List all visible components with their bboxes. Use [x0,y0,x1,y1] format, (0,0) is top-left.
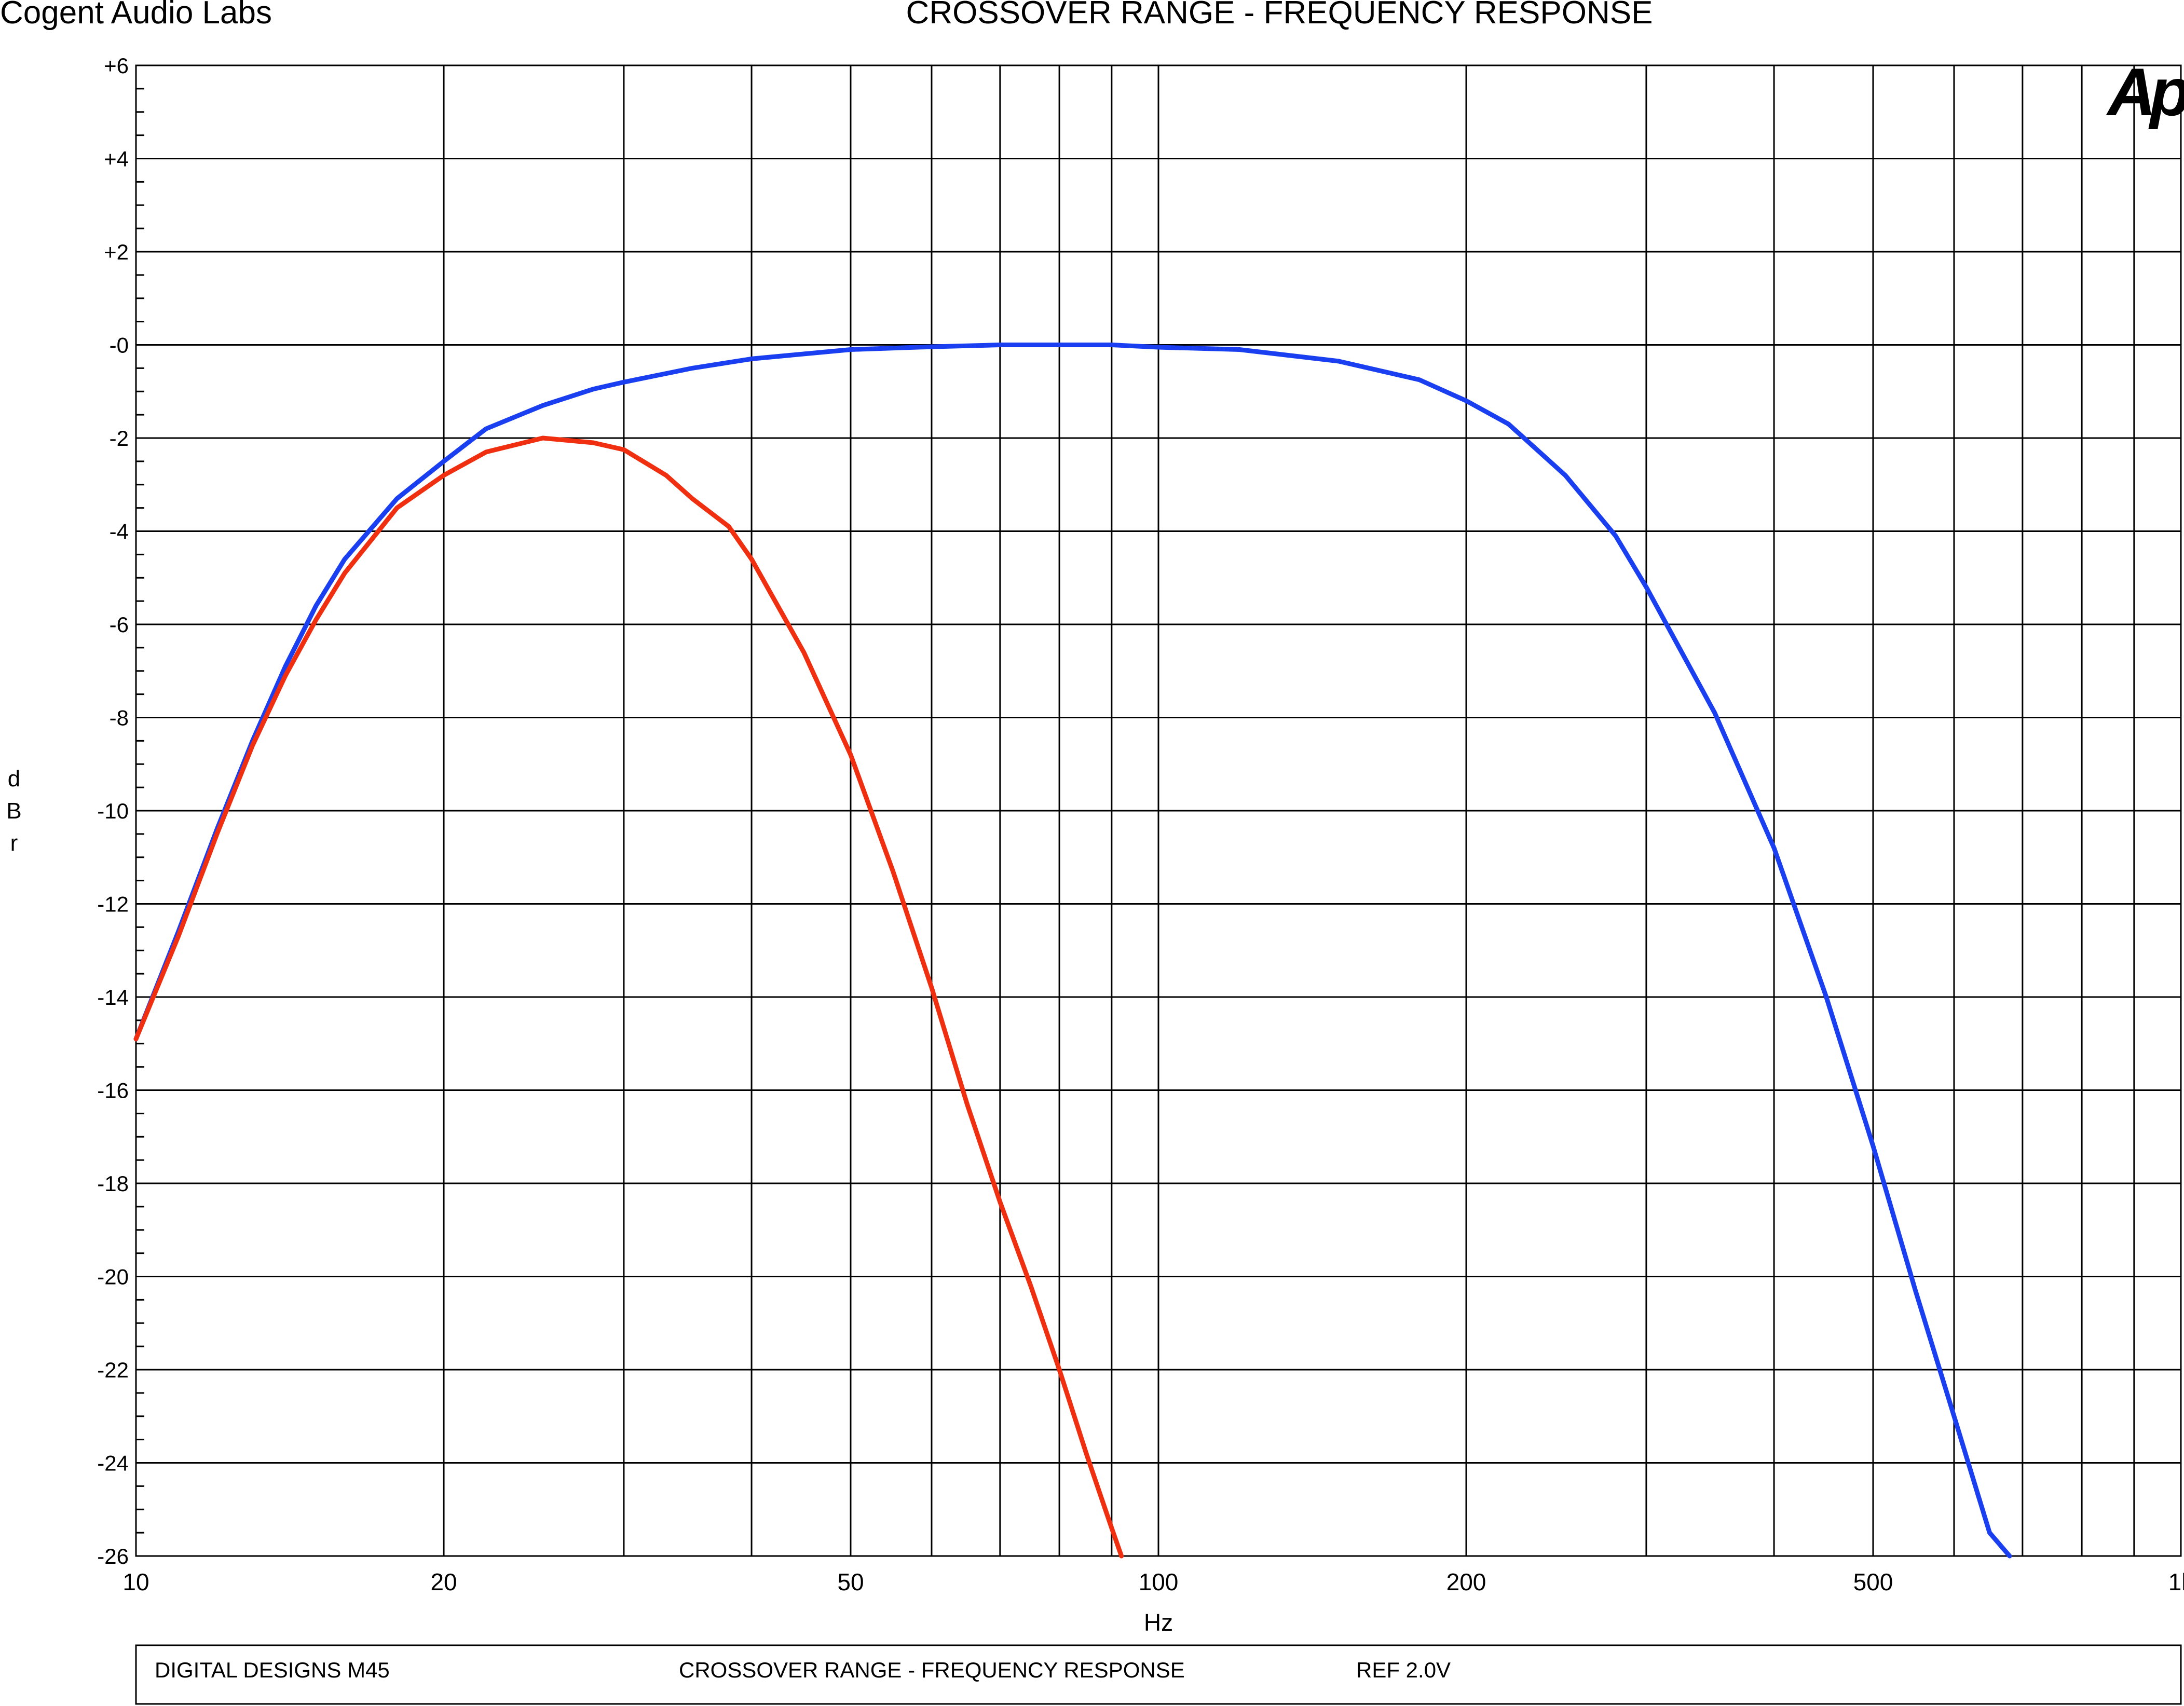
y-tick-label: +2 [104,240,129,264]
minor-ticks [136,64,144,1557]
x-tick-label: 500 [1853,1568,1893,1595]
series-layer [133,343,2012,1559]
footer-title: CROSSOVER RANGE - FREQUENCY RESPONSE [679,1658,1185,1682]
series-line-2 [133,435,1124,1559]
chart-title: CROSSOVER RANGE - FREQUENCY RESPONSE [906,0,1653,31]
x-tick-label: 100 [1139,1568,1179,1595]
x-tick-label: 200 [1446,1568,1486,1595]
ap-logo: Ap [2106,54,2184,130]
x-axis-label: Hz [1144,1609,1173,1636]
y-axis-label-r: r [10,830,18,856]
grid [136,65,2181,1556]
y-axis-label-d: d [8,766,20,791]
y-tick-labels: +6 +4 +2 -0 -2 -4 -6 -8 -10 -12 -14 -16 -18 -20 -22 -24… [97,53,129,1568]
y-tick-label: -0 [110,333,129,358]
y-tick-label: -8 [110,706,129,730]
y-tick-label: -22 [97,1358,129,1382]
y-tick-label: -2 [110,426,129,451]
footer-box [135,1644,2182,1705]
y-tick-label: -6 [110,612,129,637]
y-tick-label: -4 [110,520,129,544]
y-tick-label: -18 [97,1171,129,1196]
footer-ref: REF 2.0V [1356,1658,1451,1682]
x-tick-label: 10 [122,1568,149,1595]
y-tick-label: +4 [104,147,129,171]
y-tick-label: -14 [97,985,129,1009]
y-tick-label: -24 [97,1451,129,1476]
x-tick-label: 50 [837,1568,864,1595]
y-tick-label: -26 [97,1544,129,1568]
x-tick-label: 1k [2168,1568,2184,1595]
company-name: Cogent Audio Labs [0,0,272,31]
footer-device: DIGITAL DESIGNS M45 [155,1658,390,1682]
x-tick-label: 20 [430,1568,457,1595]
plot-frame [135,64,2182,1557]
y-tick-label: -20 [97,1265,129,1289]
series-line-1 [133,343,2012,1559]
y-tick-label: -10 [97,799,129,823]
y-tick-label: -12 [97,892,129,917]
y-axis-label: d B r [6,766,21,856]
y-axis-label-B: B [6,798,21,824]
x-tick-labels: 10 20 50 100 200 500 1k [122,1568,2184,1595]
y-tick-label: -16 [97,1079,129,1103]
y-tick-label: +6 [104,53,129,78]
